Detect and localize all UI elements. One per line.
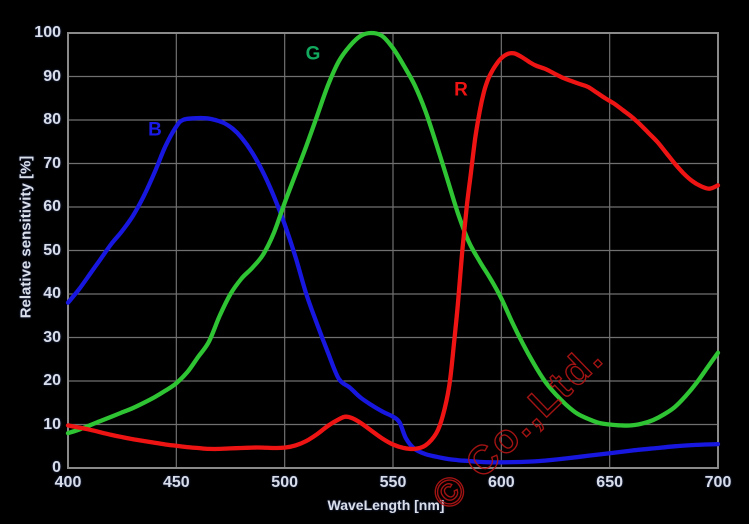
y-tick-label-10: 10	[43, 415, 61, 433]
curve-label-G: G	[305, 43, 321, 65]
y-tick-label-60: 60	[43, 198, 61, 215]
x-tick-label-500: 500	[271, 474, 299, 491]
x-tick-label-550: 550	[379, 474, 407, 491]
x-tick-label-400: 400	[54, 474, 82, 491]
y-tick-label-20: 20	[43, 372, 61, 389]
y-tick-label-100: 100	[34, 24, 61, 41]
curve-B	[65, 115, 721, 465]
x-tick-label-600: 600	[487, 474, 515, 491]
x-tick-label-450: 450	[162, 474, 190, 491]
y-tick-label-70: 70	[43, 154, 61, 172]
x-tick-label-700: 700	[704, 474, 732, 491]
y-tick-label-30: 30	[43, 328, 61, 346]
y-tick-label-50: 50	[43, 241, 61, 259]
x-tick-label-650: 650	[596, 474, 624, 491]
y-tick-label-0: 0	[52, 459, 61, 476]
x-axis-title: WaveLength [nm]	[327, 497, 445, 513]
curve-label-B: B	[148, 119, 162, 141]
plot-border	[67, 32, 719, 469]
y-tick-label-80: 80	[43, 111, 61, 128]
curve-R	[65, 50, 721, 452]
y-tick-label-40: 40	[43, 285, 61, 302]
curve-label-R: R	[454, 79, 468, 101]
y-tick-label-90: 90	[43, 67, 61, 85]
curve-G	[65, 30, 721, 436]
